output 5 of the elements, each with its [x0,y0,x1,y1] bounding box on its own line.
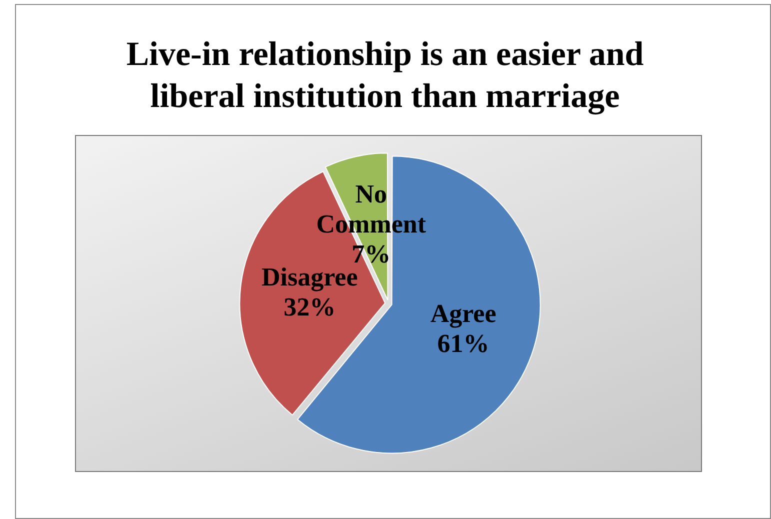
slice-label: Agree [430,299,496,328]
chart-title: Live-in relationship is an easier and liberal institution than marriage [125,35,645,117]
data-label: 32% [284,292,336,322]
data-label: 61% [437,329,490,358]
slice-label: Disagree [261,262,358,292]
